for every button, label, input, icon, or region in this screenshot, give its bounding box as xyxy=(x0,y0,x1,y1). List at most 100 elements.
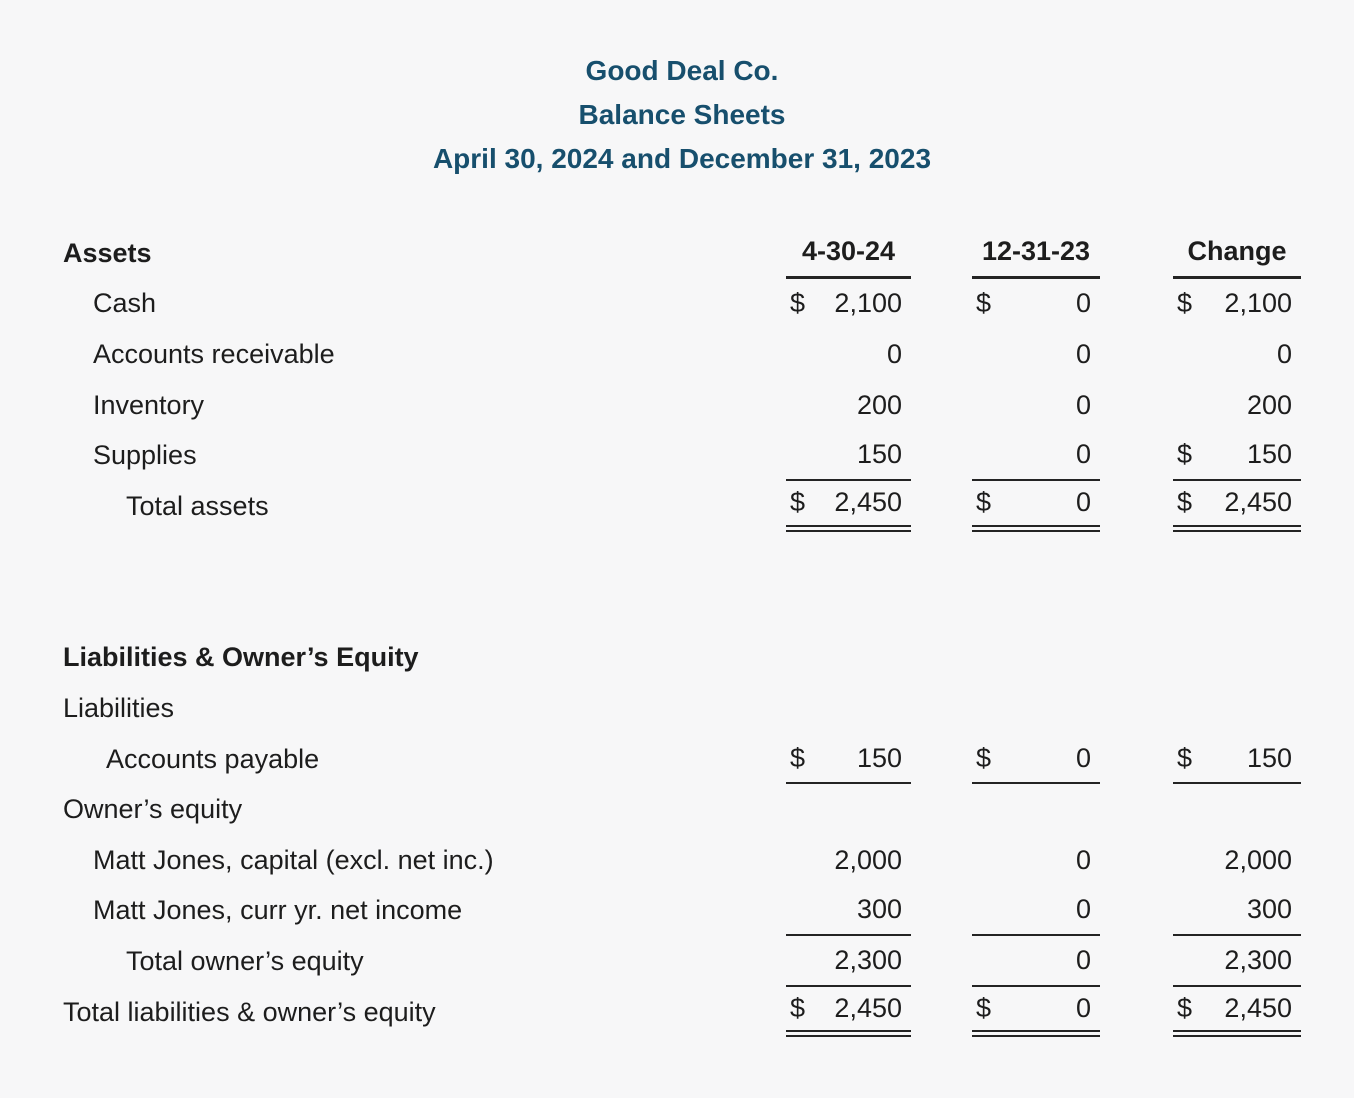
amount-cell: $150 xyxy=(1173,430,1301,481)
table-row: Liabilities xyxy=(63,683,1301,734)
amount-cell: $0 xyxy=(972,734,1100,785)
amount-value: 2,450 xyxy=(834,993,902,1024)
amount-cell: $150 xyxy=(1173,734,1301,785)
column-header-row: Assets 4-30-24 12-31-23 Change xyxy=(63,228,1301,279)
currency-symbol: $ xyxy=(790,993,806,1024)
amount-cell: 2,300 xyxy=(1173,936,1301,987)
table-row: Supplies 150 0 $150 xyxy=(63,430,1301,481)
table-row: Matt Jones, curr yr. net income 300 0 300 xyxy=(63,886,1301,937)
table-row: Total assets $2,450 $0 $2,450 xyxy=(63,481,1301,532)
amount-cell: 0 xyxy=(972,886,1100,937)
amount-value: 2,450 xyxy=(1224,487,1292,518)
currency-symbol: $ xyxy=(976,993,992,1024)
amount-cell: 0 xyxy=(972,430,1100,481)
amount-value: 2,000 xyxy=(834,844,902,875)
balance-sheet-table: Assets 4-30-24 12-31-23 Change Cash $2,100 $0 $… xyxy=(63,228,1301,1038)
amount-cell: $0 xyxy=(972,987,1100,1038)
amount-cell: 0 xyxy=(972,936,1100,987)
amount-cell: $0 xyxy=(972,279,1100,330)
currency-symbol: $ xyxy=(790,742,806,773)
amount-value: 2,100 xyxy=(1224,288,1292,319)
amount-value: 0 xyxy=(1276,338,1292,369)
row-label: Accounts receivable xyxy=(93,338,335,369)
row-label: Cash xyxy=(93,288,157,319)
currency-symbol: $ xyxy=(976,487,992,518)
amount-value: 2,450 xyxy=(834,487,902,518)
column-header-label: 12-31-23 xyxy=(981,236,1091,267)
amount-cell: 2,000 xyxy=(786,835,911,886)
amount-cell: 300 xyxy=(786,886,911,937)
row-label: Matt Jones, curr yr. net income xyxy=(93,895,463,926)
amount-cell: 2,300 xyxy=(786,936,911,987)
amount-cell: 0 xyxy=(972,835,1100,886)
row-label: Liabilities xyxy=(63,692,175,723)
amount-value: 0 xyxy=(1075,288,1091,319)
amount-cell: 150 xyxy=(786,430,911,481)
amount-cell: 0 xyxy=(786,329,911,380)
amount-cell: 0 xyxy=(972,329,1100,380)
currency-symbol: $ xyxy=(1177,288,1193,319)
amount-value: 2,300 xyxy=(834,944,902,975)
row-label: Total owner’s equity xyxy=(126,945,364,976)
row-label: Accounts payable xyxy=(106,743,320,774)
amount-value: 0 xyxy=(1075,993,1091,1024)
amount-cell: 200 xyxy=(1173,380,1301,431)
section-spacer xyxy=(63,532,1301,633)
column-header-label: 4-30-24 xyxy=(801,236,896,267)
amount-value: 0 xyxy=(1075,439,1091,470)
amount-cell: $150 xyxy=(786,734,911,785)
amount-cell: $2,100 xyxy=(786,279,911,330)
row-label: Supplies xyxy=(93,440,197,471)
amount-value: 150 xyxy=(1246,439,1292,470)
amount-value: 0 xyxy=(1075,389,1091,420)
currency-symbol: $ xyxy=(1177,487,1193,518)
row-label: Total liabilities & owner’s equity xyxy=(63,996,436,1027)
column-header-cell: 12-31-23 xyxy=(972,228,1100,279)
amount-value: 0 xyxy=(1075,894,1091,925)
report-title: Balance Sheets xyxy=(578,99,786,130)
amount-cell: 0 xyxy=(1173,329,1301,380)
table-row: Cash $2,100 $0 $2,100 xyxy=(63,279,1301,330)
table-row: Inventory 200 0 200 xyxy=(63,380,1301,431)
amount-value: 150 xyxy=(856,439,902,470)
row-label: Assets xyxy=(63,237,152,268)
amount-value: 2,100 xyxy=(834,288,902,319)
amount-value: 0 xyxy=(1075,742,1091,773)
amount-value: 2,000 xyxy=(1224,844,1292,875)
row-label: Liabilities & Owner’s Equity xyxy=(63,642,419,673)
amount-value: 150 xyxy=(1246,742,1292,773)
amount-cell: 200 xyxy=(786,380,911,431)
column-header-label: Change xyxy=(1187,236,1287,267)
amount-cell: $2,450 xyxy=(1173,987,1301,1038)
amount-value: 0 xyxy=(1075,338,1091,369)
currency-symbol: $ xyxy=(790,487,806,518)
amount-cell: 0 xyxy=(972,380,1100,431)
table-row: Total liabilities & owner’s equity $2,450… xyxy=(63,987,1301,1038)
currency-symbol: $ xyxy=(976,742,992,773)
amount-value: 300 xyxy=(856,894,902,925)
currency-symbol: $ xyxy=(1177,993,1193,1024)
amount-value: 200 xyxy=(1246,389,1292,420)
table-row: Liabilities & Owner’s Equity xyxy=(63,633,1301,684)
table-row: Owner’s equity xyxy=(63,784,1301,835)
currency-symbol: $ xyxy=(976,288,992,319)
amount-value: 0 xyxy=(1075,487,1091,518)
currency-symbol: $ xyxy=(1177,742,1193,773)
amount-value: 0 xyxy=(886,338,902,369)
amount-cell: $2,450 xyxy=(786,987,911,1038)
table-row: Matt Jones, capital (excl. net inc.) 2,00… xyxy=(63,835,1301,886)
amount-value: 2,450 xyxy=(1224,993,1292,1024)
row-label: Matt Jones, capital (excl. net inc.) xyxy=(93,844,494,875)
amount-cell: $2,450 xyxy=(786,481,911,532)
amount-value: 2,300 xyxy=(1224,944,1292,975)
currency-symbol: $ xyxy=(790,288,806,319)
amount-cell: $2,100 xyxy=(1173,279,1301,330)
amount-cell: $2,450 xyxy=(1173,481,1301,532)
report-dates: April 30, 2024 and December 31, 2023 xyxy=(432,143,932,174)
table-row: Accounts receivable 0 0 0 xyxy=(63,329,1301,380)
amount-value: 300 xyxy=(1246,894,1292,925)
currency-symbol: $ xyxy=(1177,439,1193,470)
column-header-cell: 4-30-24 xyxy=(786,228,911,279)
table-row: Total owner’s equity 2,300 0 2,300 xyxy=(63,936,1301,987)
